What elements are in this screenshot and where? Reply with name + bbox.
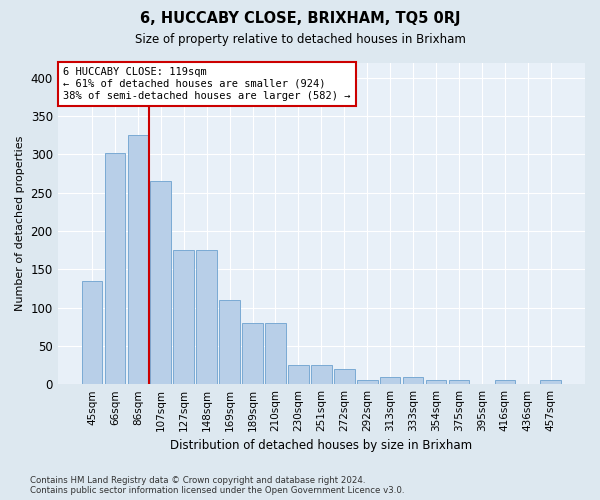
Bar: [494, 380, 515, 384]
X-axis label: Distribution of detached houses by size in Brixham: Distribution of detached houses by size …: [170, 440, 472, 452]
Bar: [104, 153, 125, 384]
Bar: [128, 136, 148, 384]
Bar: [82, 281, 102, 384]
Bar: [449, 380, 469, 384]
Y-axis label: Number of detached properties: Number of detached properties: [15, 136, 25, 311]
Bar: [334, 369, 355, 384]
Bar: [288, 365, 309, 384]
Bar: [311, 365, 332, 384]
Bar: [403, 376, 424, 384]
Bar: [380, 376, 400, 384]
Bar: [196, 250, 217, 384]
Text: Size of property relative to detached houses in Brixham: Size of property relative to detached ho…: [134, 32, 466, 46]
Bar: [357, 380, 377, 384]
Bar: [151, 181, 171, 384]
Text: Contains HM Land Registry data © Crown copyright and database right 2024.
Contai: Contains HM Land Registry data © Crown c…: [30, 476, 404, 495]
Bar: [242, 323, 263, 384]
Bar: [541, 380, 561, 384]
Bar: [173, 250, 194, 384]
Text: 6, HUCCABY CLOSE, BRIXHAM, TQ5 0RJ: 6, HUCCABY CLOSE, BRIXHAM, TQ5 0RJ: [140, 12, 460, 26]
Bar: [425, 380, 446, 384]
Text: 6 HUCCABY CLOSE: 119sqm
← 61% of detached houses are smaller (924)
38% of semi-d: 6 HUCCABY CLOSE: 119sqm ← 61% of detache…: [63, 68, 350, 100]
Bar: [219, 300, 240, 384]
Bar: [265, 323, 286, 384]
